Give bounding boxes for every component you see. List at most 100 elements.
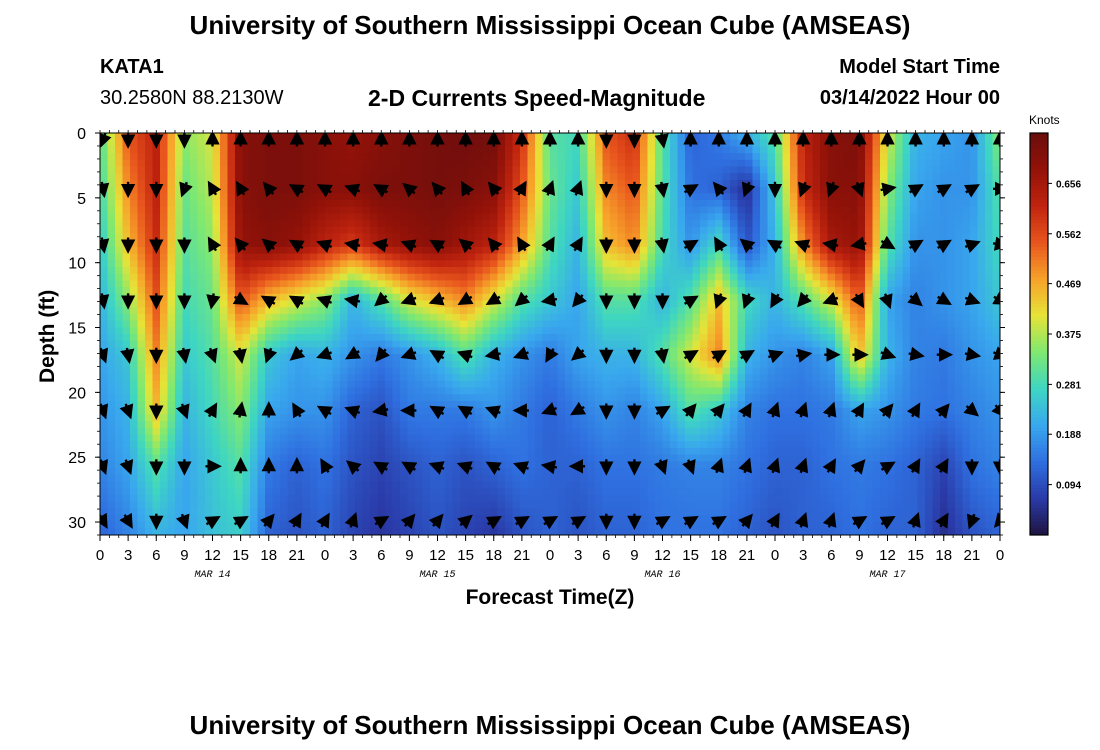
heat-cell (475, 380, 483, 388)
heat-cell (385, 313, 393, 321)
heat-cell (670, 414, 678, 422)
heat-cell (370, 508, 378, 516)
heat-cell (377, 421, 386, 429)
heat-cell (452, 226, 461, 234)
heat-cell (355, 267, 363, 275)
heat-cell (565, 521, 573, 529)
heat-cell (242, 253, 251, 261)
heat-cell (190, 206, 198, 214)
heat-cell (647, 461, 656, 469)
heat-cell (527, 293, 536, 301)
heat-cell (430, 200, 438, 208)
heat-cell (527, 488, 536, 496)
heat-cell (257, 434, 266, 442)
heat-cell (422, 139, 431, 147)
heat-cell (235, 220, 243, 228)
heat-cell (482, 514, 491, 522)
heat-cell (302, 226, 311, 234)
heat-cell (340, 387, 348, 395)
heat-cell (565, 246, 573, 254)
heat-cell (370, 307, 378, 315)
heat-cell (385, 200, 393, 208)
heat-cell (190, 226, 198, 234)
heat-cell (475, 401, 483, 409)
heat-cell (430, 374, 438, 382)
heat-cell (685, 213, 693, 221)
heat-cell (175, 454, 183, 462)
heat-cell (662, 313, 671, 321)
heat-cell (122, 313, 131, 321)
heat-cell (332, 441, 341, 449)
heat-cell (422, 213, 431, 221)
heat-cell (700, 200, 708, 208)
heat-cell (505, 401, 513, 409)
heat-cell (242, 153, 251, 161)
heat-cell (370, 394, 378, 402)
heat-cell (272, 179, 281, 187)
heat-cell (242, 320, 251, 328)
heat-cell (370, 514, 378, 522)
heat-cell (647, 521, 656, 529)
heat-cell (482, 441, 491, 449)
heat-cell (377, 173, 386, 181)
heat-cell (662, 474, 671, 482)
heat-cell (212, 508, 221, 516)
heat-cell (122, 166, 131, 174)
heat-cell (535, 488, 543, 496)
heat-cell (550, 421, 558, 429)
heat-cell (497, 313, 506, 321)
heat-cell (587, 421, 596, 429)
heat-cell (655, 320, 663, 328)
heat-cell (497, 240, 506, 248)
heat-cell (265, 307, 273, 315)
heat-cell (160, 434, 168, 442)
heat-cell (647, 347, 656, 355)
heat-cell (212, 320, 221, 328)
heat-cell (400, 133, 408, 141)
heat-cell (482, 340, 491, 348)
heat-cell (512, 528, 521, 535)
heat-cell (415, 461, 423, 469)
heat-cell (535, 441, 543, 449)
heat-cell (527, 360, 536, 368)
heat-cell (347, 200, 356, 208)
heat-cell (130, 468, 138, 476)
heat-cell (415, 233, 423, 241)
heat-cell (595, 367, 603, 375)
heat-cell (182, 360, 191, 368)
heat-cell (632, 200, 641, 208)
heat-cell (587, 133, 596, 141)
heat-cell (617, 313, 626, 321)
heat-cell (557, 387, 566, 395)
heat-cell (317, 340, 326, 348)
heat-cell (197, 206, 206, 214)
heat-cell (385, 360, 393, 368)
heat-cell (490, 327, 498, 335)
heat-cell (632, 327, 641, 335)
heat-cell (175, 468, 183, 476)
heat-cell (272, 407, 281, 415)
heat-cell (415, 153, 423, 161)
heat-cell (610, 320, 618, 328)
heat-cell (452, 401, 461, 409)
heat-cell (152, 200, 161, 208)
heat-cell (452, 300, 461, 308)
heat-cell (565, 421, 573, 429)
heat-cell (535, 226, 543, 234)
heat-cell (325, 374, 333, 382)
heat-cell (310, 340, 318, 348)
heat-cell (272, 508, 281, 516)
heat-cell (355, 220, 363, 228)
heat-cell (460, 166, 468, 174)
heat-cell (257, 307, 266, 315)
heat-cell (265, 360, 273, 368)
heat-cell (700, 206, 708, 214)
heat-cell (707, 253, 716, 261)
heat-cell (557, 246, 566, 254)
heat-cell (572, 360, 581, 368)
heat-cell (565, 186, 573, 194)
heat-cell (175, 421, 183, 429)
heat-cell (175, 334, 183, 342)
heat-cell (505, 213, 513, 221)
heat-cell (385, 454, 393, 462)
